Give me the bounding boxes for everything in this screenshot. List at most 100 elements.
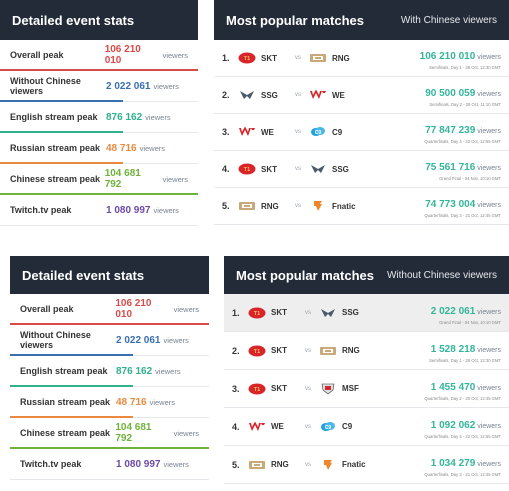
stat-unit: viewers bbox=[162, 174, 188, 184]
matches-subtitle: Without Chinese viewers bbox=[386, 269, 497, 281]
match-viewers-line: 1 455 470 viewers bbox=[424, 377, 501, 395]
team-name: RNG bbox=[332, 53, 350, 63]
match-row[interactable]: 5. RNG vs Fnatic 74 773 004 viewers Quarterfin… bbox=[214, 188, 509, 225]
stat-accent-bar bbox=[0, 193, 198, 195]
svg-text:C9: C9 bbox=[325, 425, 332, 431]
team-name: Fnatic bbox=[332, 201, 356, 211]
stat-label: Chinese stream peak bbox=[10, 174, 101, 184]
match-row[interactable]: 1. T1 SKT vs RNG 106 210 010 viewers Semifinals… bbox=[214, 40, 509, 77]
match-viewer-unit: viewers bbox=[477, 128, 501, 135]
match-row[interactable]: 3. T1 SKT vs MSF 1 455 470 viewers Quarterfinal… bbox=[224, 370, 509, 408]
stat-value: 106 210 010 bbox=[104, 44, 141, 66]
stat-value: 1 080 997 bbox=[106, 204, 151, 216]
match-viewers: 106 210 010 viewers Semifinals, Day 1 - 28… bbox=[420, 46, 501, 70]
stat-unit: viewers bbox=[163, 335, 189, 345]
match-viewers: 75 561 716 viewers Grand Final - 04 Nov, 1… bbox=[425, 157, 501, 181]
match-row[interactable]: 2. SSG vs WE 90 500 059 viewers Semifinals, Da… bbox=[214, 77, 509, 114]
stat-unit: viewers bbox=[155, 366, 181, 376]
stat-label: English stream peak bbox=[20, 366, 108, 376]
matches-title: Most popular matches bbox=[236, 267, 374, 283]
svg-text:T1: T1 bbox=[254, 387, 260, 393]
match-viewer-count: 90 500 059 bbox=[425, 88, 476, 99]
ssg-logo-icon bbox=[319, 307, 337, 319]
match-row[interactable]: 1. T1 SKT vs SSG 2 022 061 viewers Grand Final … bbox=[224, 294, 509, 332]
match-viewers-line: 90 500 059 viewers bbox=[425, 83, 501, 101]
vs-label: vs bbox=[305, 423, 311, 430]
stat-unit: viewers bbox=[153, 81, 179, 91]
we-logo-icon bbox=[248, 421, 266, 433]
team-name: RNG bbox=[261, 201, 279, 211]
stat-row: Twitch.tv peak 1 080 997 viewers bbox=[10, 449, 209, 480]
skt-logo-icon: T1 bbox=[248, 345, 266, 357]
match-viewers-line: 1 034 279 viewers bbox=[424, 453, 501, 471]
stat-unit: viewers bbox=[173, 304, 199, 314]
match-viewer-count: 2 022 061 bbox=[430, 305, 476, 317]
skt-logo-icon: T1 bbox=[238, 52, 256, 64]
stat-accent-bar bbox=[0, 69, 198, 71]
stat-unit: viewers bbox=[153, 205, 179, 215]
match-row[interactable]: 3. WE vs C9 C9 77 847 239 viewers Quarterfinals… bbox=[214, 114, 509, 151]
match-viewer-unit: viewers bbox=[477, 54, 501, 61]
stat-value: 48 716 bbox=[116, 396, 147, 408]
vs-label: vs bbox=[305, 461, 311, 468]
match-rank: 4. bbox=[222, 164, 230, 174]
stat-row: Without Chinese viewers 2 022 061 viewers bbox=[0, 71, 198, 102]
match-viewer-count: 1 092 062 bbox=[430, 419, 476, 431]
team-name: WE bbox=[261, 127, 274, 137]
vs-label: vs bbox=[295, 166, 301, 172]
match-viewer-unit: viewers bbox=[477, 422, 501, 430]
bottom-matches-panel: Most popular matches Without Chinese vie… bbox=[224, 256, 509, 488]
stat-accent-bar bbox=[10, 447, 209, 449]
stat-accent-bar bbox=[0, 162, 123, 164]
stat-label: Twitch.tv peak bbox=[10, 205, 72, 215]
vs-label: vs bbox=[295, 92, 301, 98]
skt-logo-icon: T1 bbox=[238, 163, 256, 175]
team-name: SKT bbox=[261, 53, 277, 63]
match-row[interactable]: 2. T1 SKT vs RNG 1 528 218 viewers Semifinals, … bbox=[224, 332, 509, 370]
matches-list: 1. T1 SKT vs RNG 106 210 010 viewers Semifinals… bbox=[214, 40, 509, 225]
team-name: SSG bbox=[332, 164, 349, 174]
stat-label: Without Chinese viewers bbox=[20, 330, 91, 350]
top-stats-panel: Detailed event stats Overall peak 106 210… bbox=[0, 0, 198, 228]
ssg-logo-icon bbox=[309, 163, 327, 175]
match-row[interactable]: 4. T1 SKT vs SSG 75 561 716 viewers Grand Final… bbox=[214, 151, 509, 188]
stat-label: Without Chinese viewers bbox=[10, 76, 81, 96]
team-name: RNG bbox=[271, 460, 289, 469]
match-viewer-unit: viewers bbox=[477, 91, 501, 98]
team-name: C9 bbox=[332, 127, 343, 137]
svg-text:T1: T1 bbox=[244, 167, 250, 173]
team-name: SKT bbox=[271, 346, 287, 355]
match-viewers: 77 847 239 viewers Quarterfinals, Day 4 - … bbox=[424, 120, 501, 144]
match-rank: 5. bbox=[222, 201, 230, 211]
match-viewers-line: 1 528 218 viewers bbox=[429, 339, 501, 357]
we-logo-icon bbox=[238, 126, 256, 138]
matches-header: Most popular matches Without Chinese vie… bbox=[224, 256, 509, 294]
svg-text:C9: C9 bbox=[315, 130, 322, 136]
team-name: RNG bbox=[342, 346, 360, 355]
matches-header: Most popular matches With Chinese viewer… bbox=[214, 0, 509, 40]
stat-accent-bar bbox=[10, 385, 134, 387]
rng-logo-icon bbox=[238, 200, 256, 212]
fnatic-logo-icon bbox=[319, 459, 337, 471]
team-name: SKT bbox=[271, 308, 287, 317]
ssg-logo-icon bbox=[238, 89, 256, 101]
stat-unit: viewers bbox=[149, 397, 176, 407]
team-name: SKT bbox=[261, 164, 277, 174]
vs-label: vs bbox=[295, 129, 301, 135]
stat-accent-bar bbox=[10, 416, 134, 418]
match-row[interactable]: 5. RNG vs Fnatic 1 034 279 viewers Quarterfina… bbox=[224, 446, 509, 484]
match-row[interactable]: 4. WE vs C9 C9 1 092 062 viewers Quarterfinals,… bbox=[224, 408, 509, 446]
c9-logo-icon: C9 bbox=[319, 421, 337, 433]
skt-logo-icon: T1 bbox=[248, 383, 266, 395]
stat-accent-bar bbox=[0, 131, 123, 133]
stat-label: Twitch.tv peak bbox=[20, 459, 82, 469]
stat-label: Overall peak bbox=[20, 304, 74, 314]
vs-label: vs bbox=[305, 385, 311, 392]
stat-unit: viewers bbox=[163, 459, 189, 469]
stat-label: Russian stream peak bbox=[20, 397, 111, 407]
stat-label: Overall peak bbox=[10, 50, 64, 60]
match-viewer-unit: viewers bbox=[477, 202, 501, 209]
match-viewers-line: 75 561 716 viewers bbox=[425, 157, 501, 175]
stat-label: Russian stream peak bbox=[10, 143, 101, 153]
stat-accent-bar bbox=[10, 354, 134, 356]
